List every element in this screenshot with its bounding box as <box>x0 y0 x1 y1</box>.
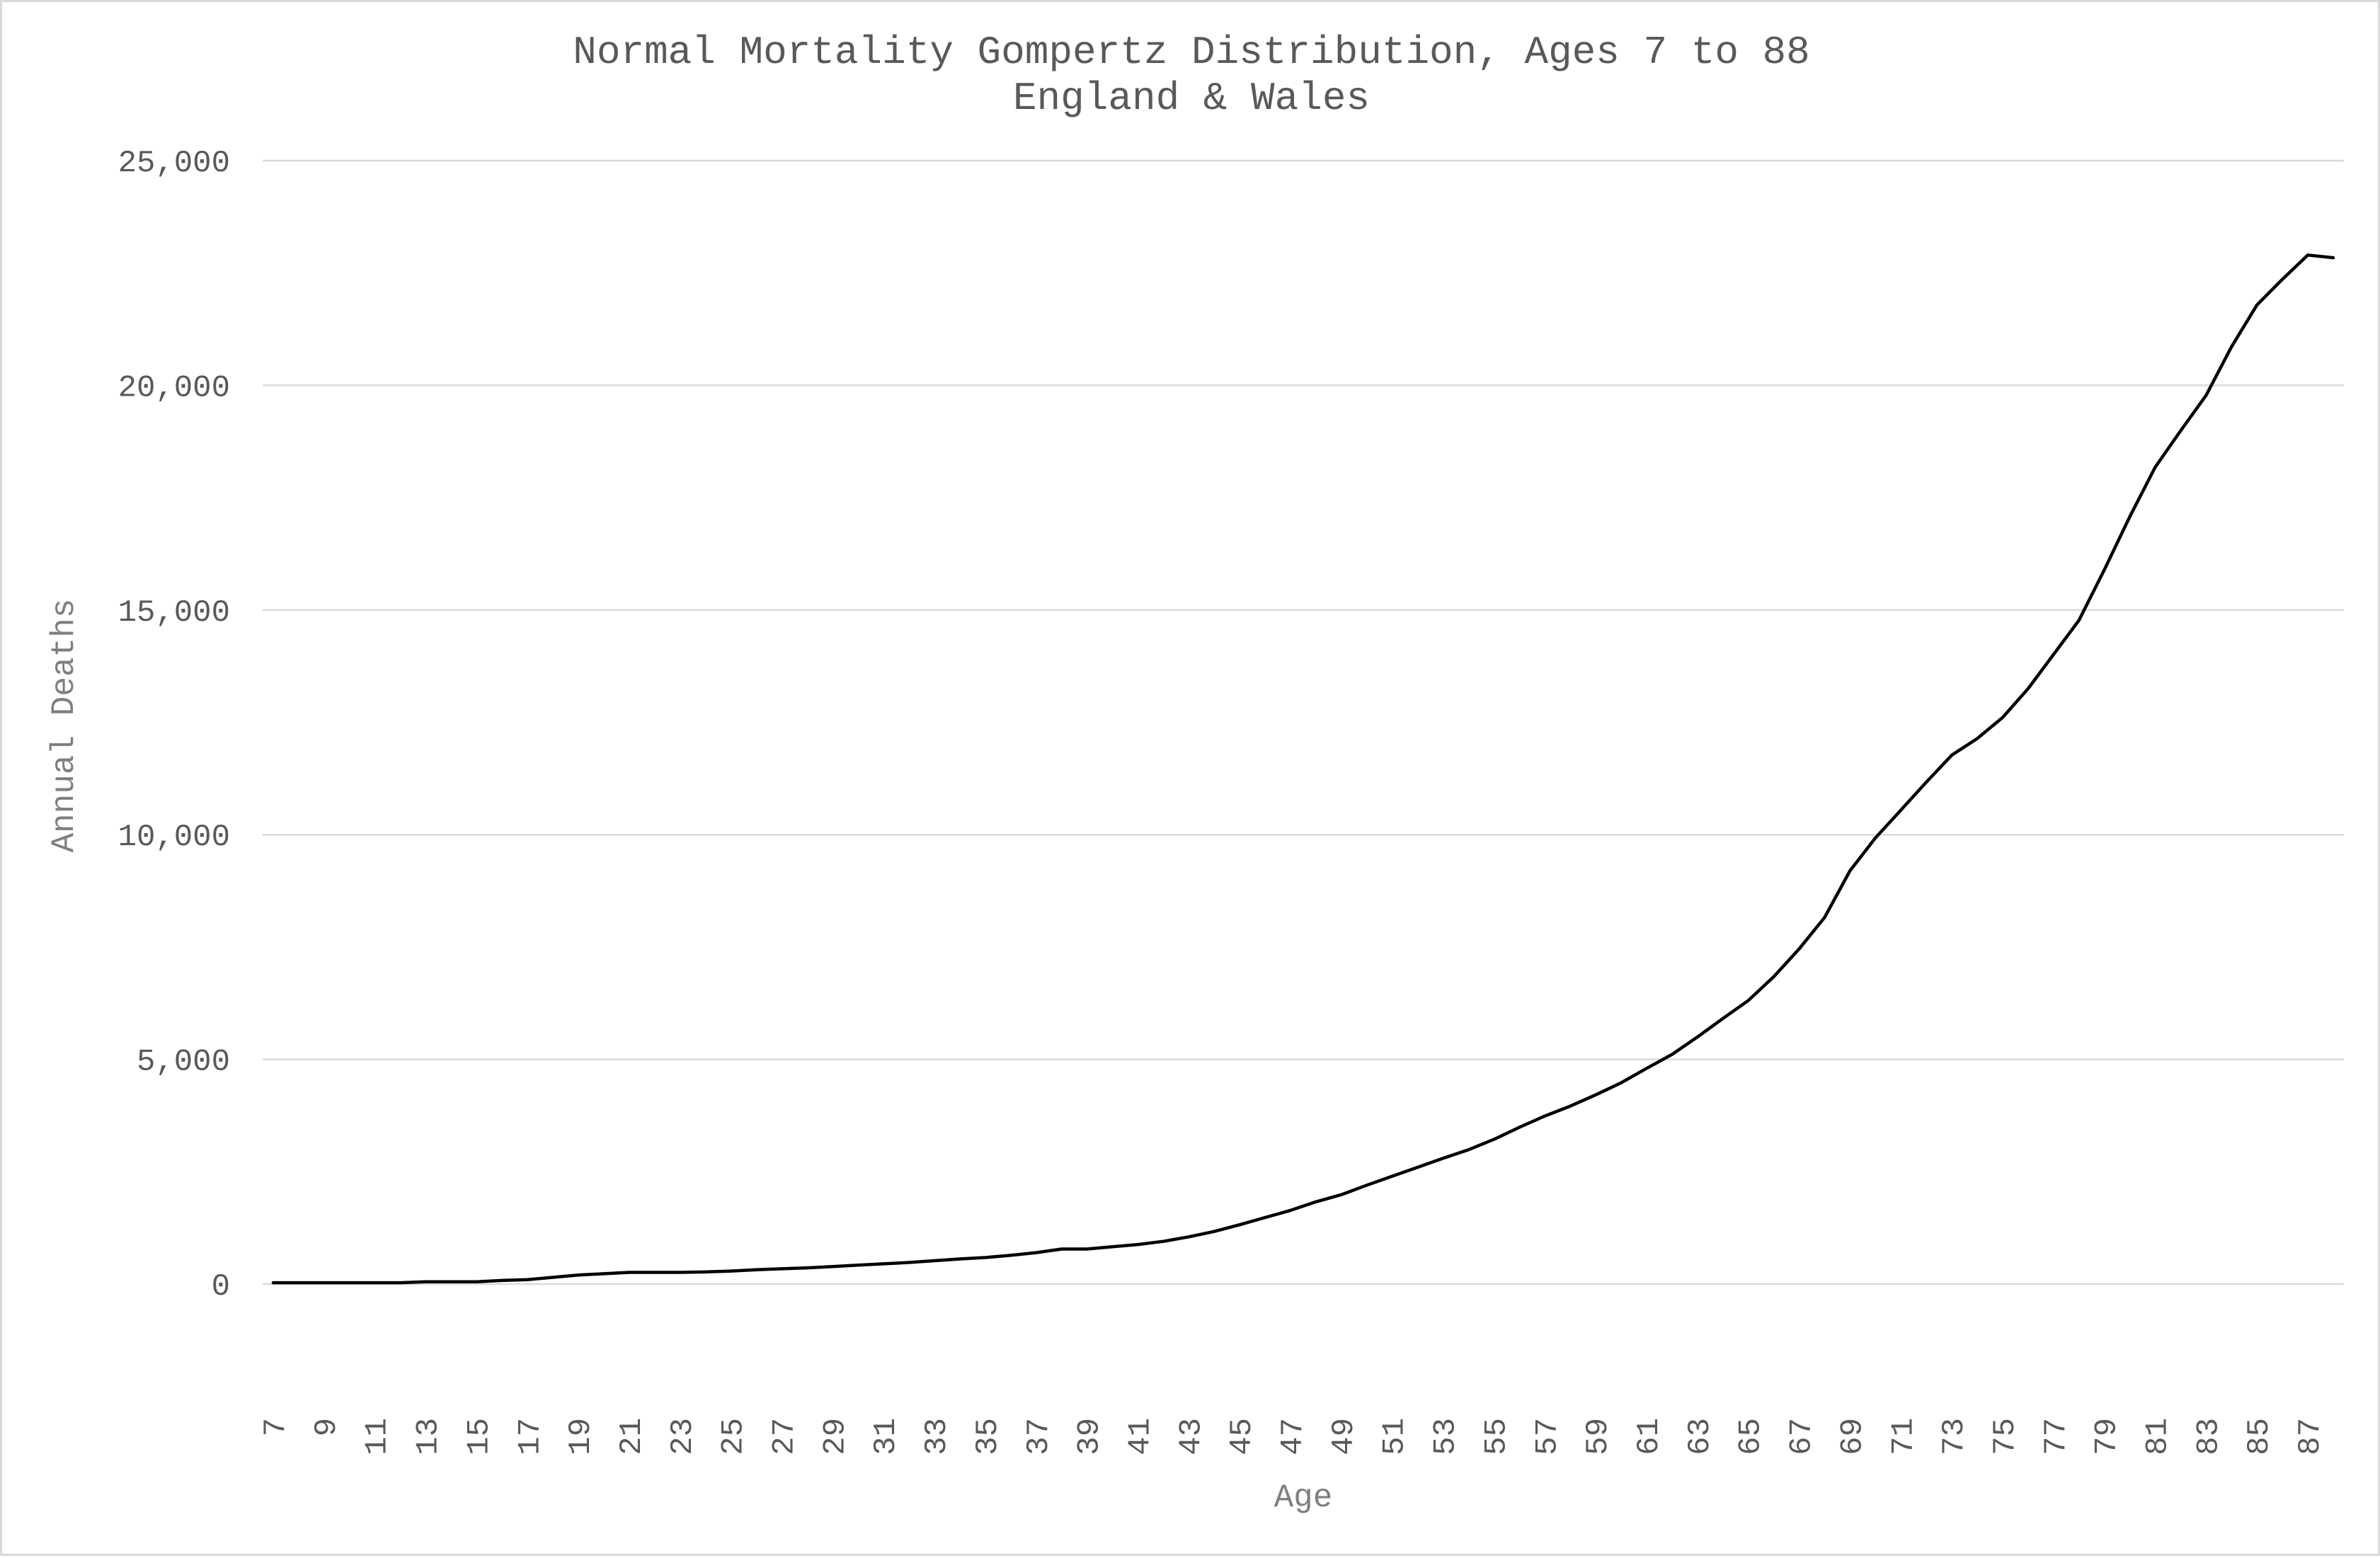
chart-subtitle: England & Wales <box>1013 76 1370 121</box>
x-tick-label: 11 <box>360 1418 396 1455</box>
x-tick-label: 15 <box>462 1418 497 1455</box>
x-tick-label: 7 <box>258 1418 294 1436</box>
x-tick-label: 35 <box>971 1418 1006 1455</box>
y-tick-label: 20,000 <box>118 370 230 406</box>
y-tick-label: 10,000 <box>118 820 230 855</box>
y-axis-tick-labels: 0 5,000 10,000 15,000 20,000 25,000 <box>118 146 230 1305</box>
x-tick-label: 17 <box>513 1418 548 1455</box>
x-tick-label: 27 <box>767 1418 803 1455</box>
x-tick-label: 33 <box>920 1418 955 1455</box>
x-tick-label: 53 <box>1429 1418 1464 1455</box>
y-axis-title: Annual Deaths <box>46 599 83 853</box>
x-tick-label: 87 <box>2293 1418 2328 1455</box>
x-tick-label: 29 <box>818 1418 853 1455</box>
x-tick-label: 13 <box>411 1418 447 1455</box>
x-tick-label: 59 <box>1581 1418 1616 1455</box>
x-tick-label: 55 <box>1479 1418 1514 1455</box>
chart-title: Normal Mortality Gompertz Distribution, … <box>573 30 1809 75</box>
x-tick-label: 63 <box>1683 1418 1718 1455</box>
x-tick-label: 75 <box>1988 1418 2023 1455</box>
y-tick-label: 5,000 <box>137 1045 230 1080</box>
x-tick-label: 21 <box>614 1418 650 1455</box>
gridlines <box>263 159 2344 1285</box>
x-tick-label: 65 <box>1734 1418 1769 1455</box>
x-tick-label: 43 <box>1174 1418 1209 1455</box>
x-tick-label: 49 <box>1327 1418 1362 1455</box>
y-tick-label: 15,000 <box>118 595 230 631</box>
x-tick-label: 69 <box>1835 1418 1870 1455</box>
x-tick-label: 25 <box>716 1418 752 1455</box>
x-tick-label: 39 <box>1072 1418 1108 1455</box>
series-layer <box>271 253 2335 1285</box>
x-tick-label: 19 <box>563 1418 599 1455</box>
x-tick-label: 9 <box>309 1418 345 1436</box>
x-tick-label: 83 <box>2191 1418 2226 1455</box>
x-tick-label: 71 <box>1886 1418 1921 1455</box>
x-tick-label: 41 <box>1123 1418 1158 1455</box>
x-tick-label: 67 <box>1785 1418 1820 1455</box>
x-axis-tick-labels: 7 9 11 13 15 17 19 21 23 25 27 29 31 33 35 37 39 41 43 45 47… <box>258 1418 2328 1455</box>
x-tick-label: 31 <box>869 1418 904 1455</box>
x-tick-label: 79 <box>2090 1418 2125 1455</box>
series-line <box>271 253 2335 1285</box>
x-tick-label: 57 <box>1530 1418 1565 1455</box>
x-tick-label: 47 <box>1276 1418 1311 1455</box>
x-tick-label: 81 <box>2141 1418 2176 1455</box>
x-tick-label: 85 <box>2242 1418 2277 1455</box>
x-tick-label: 51 <box>1378 1418 1413 1455</box>
x-axis-title: Age <box>1274 1479 1333 1516</box>
x-tick-label: 45 <box>1225 1418 1260 1455</box>
x-tick-label: 37 <box>1022 1418 1057 1455</box>
y-tick-label: 25,000 <box>118 146 230 181</box>
x-tick-label: 77 <box>2039 1418 2074 1455</box>
x-tick-label: 73 <box>1937 1418 1972 1455</box>
x-tick-label: 23 <box>665 1418 701 1455</box>
y-tick-label: 0 <box>212 1269 230 1305</box>
x-tick-label: 61 <box>1632 1418 1667 1455</box>
